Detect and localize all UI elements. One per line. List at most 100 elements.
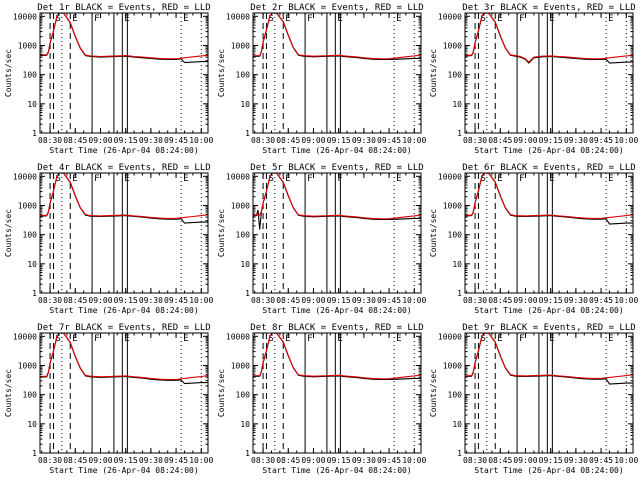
- x-tick-label: 08:30: [251, 296, 275, 305]
- y-tick-label: 10000: [226, 12, 250, 21]
- y-axis-label: Counts/sec: [429, 369, 438, 417]
- plot-frame: [464, 12, 634, 134]
- y-tick-label: 100: [23, 391, 38, 400]
- x-axis-label: Start Time (26-Apr-04 08:24:00): [49, 466, 198, 475]
- event-marker-letter: F: [519, 334, 524, 344]
- x-tick-label: 09:45: [377, 296, 401, 305]
- x-tick-label: 09:15: [539, 296, 563, 305]
- x-tick-label: 09:15: [327, 456, 351, 465]
- y-tick-label: 10: [240, 260, 250, 269]
- x-tick-label: 10:00: [402, 136, 426, 145]
- plot-frame: [39, 12, 209, 134]
- event-marker-letter: E: [497, 174, 502, 184]
- y-tick-label: 100: [236, 71, 251, 80]
- x-tick-label: 09:30: [352, 296, 376, 305]
- x-tick-label: 08:30: [38, 296, 62, 305]
- detector-panel-9: SEFEE11010010001000008:3008:4509:0009:15…: [429, 323, 638, 475]
- x-tick-label: 10:00: [614, 296, 638, 305]
- detector-panel-3: SEFEE11010010001000008:3008:4509:0009:15…: [429, 3, 638, 155]
- x-tick-label: 09:45: [589, 296, 613, 305]
- series-line-lld: [40, 13, 208, 60]
- x-tick-label: 10:00: [402, 296, 426, 305]
- event-marker-letter: F: [307, 14, 312, 24]
- panel-title: Det 3r BLACK = Events, RED = LLD: [462, 3, 635, 13]
- y-tick-label: 1: [457, 129, 462, 138]
- y-tick-label: 10000: [226, 172, 250, 181]
- x-tick-label: 08:30: [463, 136, 487, 145]
- panel-title: Det 4r BLACK = Events, RED = LLD: [37, 163, 210, 173]
- x-tick-label: 09:00: [88, 296, 112, 305]
- event-marker-letter: S: [55, 174, 60, 184]
- x-tick-label: 09:30: [139, 136, 163, 145]
- x-tick-label: 09:30: [564, 136, 588, 145]
- event-marker-letter: E: [608, 174, 613, 184]
- y-tick-label: 100: [448, 231, 463, 240]
- series-line-lld: [253, 173, 421, 220]
- event-marker-letter: E: [183, 174, 188, 184]
- event-marker-letter: S: [55, 334, 60, 344]
- panel-title: Det 9r BLACK = Events, RED = LLD: [462, 323, 635, 333]
- x-tick-label: 09:30: [352, 456, 376, 465]
- plot-frame: [252, 332, 422, 454]
- y-tick-label: 10000: [438, 332, 462, 341]
- y-axis-label: Counts/sec: [429, 49, 438, 97]
- plot-frame: [252, 172, 422, 294]
- event-marker-letter: E: [608, 14, 613, 24]
- y-tick-label: 100: [448, 71, 463, 80]
- plot-frame: [464, 332, 634, 454]
- y-tick-label: 1: [457, 289, 462, 298]
- x-tick-label: 08:30: [251, 456, 275, 465]
- y-tick-label: 1000: [231, 41, 250, 50]
- x-tick-label: 09:45: [164, 136, 188, 145]
- y-tick-label: 1: [32, 289, 37, 298]
- y-tick-label: 10: [27, 420, 37, 429]
- event-marker-letter: S: [480, 334, 485, 344]
- series-line-lld: [465, 333, 633, 379]
- x-tick-label: 09:00: [301, 136, 325, 145]
- x-axis-label: Start Time (26-Apr-04 08:24:00): [474, 466, 623, 475]
- x-tick-label: 09:45: [377, 136, 401, 145]
- event-marker-letter: F: [519, 14, 524, 24]
- event-marker-letter: E: [608, 334, 613, 344]
- y-tick-label: 10: [452, 100, 462, 109]
- x-tick-label: 08:30: [38, 136, 62, 145]
- y-tick-label: 1000: [18, 361, 37, 370]
- x-tick-label: 08:45: [63, 136, 87, 145]
- x-tick-label: 09:30: [564, 456, 588, 465]
- detector-panel-6: SEFEE11010010001000008:3008:4509:0009:15…: [429, 163, 638, 315]
- x-tick-label: 10:00: [614, 136, 638, 145]
- event-marker-letter: E: [396, 174, 401, 184]
- x-tick-label: 08:45: [276, 136, 300, 145]
- x-tick-label: 09:00: [513, 136, 537, 145]
- x-tick-label: 08:45: [63, 456, 87, 465]
- event-marker-letter: F: [94, 334, 99, 344]
- x-tick-label: 08:45: [276, 296, 300, 305]
- x-tick-label: 08:30: [251, 136, 275, 145]
- x-tick-label: 09:30: [564, 296, 588, 305]
- event-marker-letter: F: [307, 334, 312, 344]
- event-marker-letter: S: [480, 174, 485, 184]
- x-axis-label: Start Time (26-Apr-04 08:24:00): [49, 306, 198, 315]
- x-tick-label: 09:00: [301, 456, 325, 465]
- panel-title: Det 8r BLACK = Events, RED = LLD: [250, 323, 423, 333]
- y-tick-label: 10: [240, 420, 250, 429]
- event-marker-letter: E: [72, 174, 77, 184]
- series-line-lld: [253, 333, 421, 380]
- x-tick-label: 09:45: [589, 456, 613, 465]
- y-tick-label: 1000: [231, 201, 250, 210]
- y-tick-label: 10000: [13, 332, 37, 341]
- y-tick-label: 10: [240, 100, 250, 109]
- x-tick-label: 09:30: [352, 136, 376, 145]
- y-tick-label: 100: [236, 231, 251, 240]
- event-marker-letter: S: [480, 14, 485, 24]
- series-line-lld: [40, 173, 208, 219]
- x-tick-label: 09:15: [327, 296, 351, 305]
- event-marker-letter: S: [268, 334, 273, 344]
- x-tick-label: 08:30: [38, 456, 62, 465]
- x-tick-label: 09:45: [164, 456, 188, 465]
- x-tick-label: 09:30: [139, 456, 163, 465]
- y-axis-label: Counts/sec: [217, 209, 226, 257]
- y-tick-label: 10: [452, 420, 462, 429]
- x-tick-label: 08:45: [488, 136, 512, 145]
